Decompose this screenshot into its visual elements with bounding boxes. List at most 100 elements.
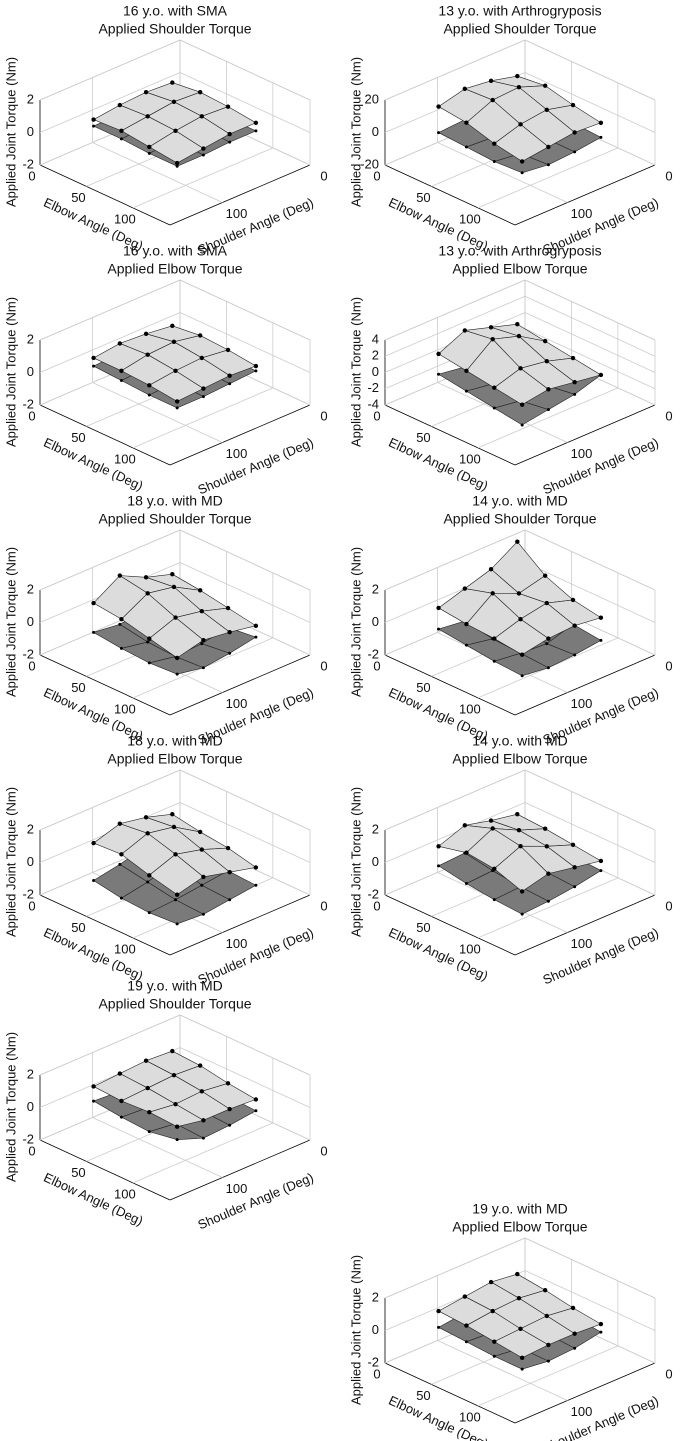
x-tick-label: 50 xyxy=(416,190,430,205)
data-point xyxy=(175,672,179,676)
data-point xyxy=(520,1367,524,1371)
grid-line xyxy=(92,1117,223,1178)
data-point xyxy=(520,674,524,678)
data-point xyxy=(518,1326,523,1331)
data-point xyxy=(515,73,520,79)
data-point xyxy=(119,616,124,622)
z-tick-label: -2 xyxy=(22,156,34,171)
data-point xyxy=(492,659,496,663)
data-point xyxy=(599,1330,603,1334)
data-point xyxy=(200,883,204,887)
grid-line xyxy=(39,279,181,341)
data-point xyxy=(515,539,520,544)
data-point xyxy=(147,1109,152,1115)
data-point xyxy=(598,615,604,620)
z-tick-label: -4 xyxy=(367,396,379,411)
y-tick-label: 0 xyxy=(665,168,672,183)
data-point xyxy=(119,379,123,383)
data-point xyxy=(91,355,96,361)
z-tick-label: -2 xyxy=(367,1354,379,1369)
data-point xyxy=(570,597,576,603)
data-point xyxy=(516,333,522,339)
data-point xyxy=(488,325,494,330)
data-point xyxy=(147,911,151,915)
chart-title: 14 y.o. with MD xyxy=(472,493,567,509)
y-tick-label: 100 xyxy=(226,206,248,221)
chart-subtitle: Applied Shoulder Torque xyxy=(443,511,596,527)
x-tick-label: 50 xyxy=(416,680,430,695)
data-point xyxy=(490,826,495,831)
axis-line xyxy=(514,1362,656,1424)
grid-line xyxy=(524,295,656,357)
data-point xyxy=(518,843,523,849)
chart-title: 18 y.o. with MD xyxy=(127,733,222,749)
y-axis-label: Shoulder Angle (Deg) xyxy=(540,925,660,988)
z-axis-label: Applied Joint Torque (Nm) xyxy=(3,547,18,697)
data-point xyxy=(199,608,204,614)
data-point xyxy=(117,341,123,346)
grid-line xyxy=(132,147,274,209)
data-point xyxy=(488,78,494,84)
x-tick-label: 100 xyxy=(114,211,136,226)
data-point xyxy=(490,1308,495,1314)
data-point xyxy=(171,1072,177,1078)
data-point xyxy=(91,840,96,846)
data-point xyxy=(171,99,177,105)
chart-subtitle: Applied Elbow Torque xyxy=(107,261,242,277)
x-tick-label: 50 xyxy=(71,1165,85,1180)
axis-line xyxy=(384,164,516,226)
chart-subtitle: Applied Elbow Torque xyxy=(452,751,587,767)
data-point xyxy=(147,873,152,878)
grid-line xyxy=(477,387,619,449)
data-point xyxy=(492,636,497,641)
data-point xyxy=(573,150,577,154)
z-tick-label: -2 xyxy=(367,380,379,395)
z-tick-label: 2 xyxy=(27,1066,34,1081)
grid-line xyxy=(179,1047,311,1108)
grid-line xyxy=(524,312,656,373)
data-point xyxy=(492,898,496,902)
data-point xyxy=(173,615,178,620)
data-point xyxy=(437,372,441,376)
grid-line xyxy=(384,529,526,591)
data-point xyxy=(173,368,178,373)
data-point xyxy=(572,1331,577,1336)
data-point xyxy=(199,114,204,119)
data-point xyxy=(197,89,203,95)
data-point xyxy=(572,865,577,870)
grid-line xyxy=(39,1014,181,1076)
data-point xyxy=(570,1305,576,1311)
y-tick-label: 0 xyxy=(665,658,672,673)
data-point xyxy=(201,912,205,916)
data-point xyxy=(515,1271,520,1277)
z-tick-label: 0 xyxy=(27,1099,34,1114)
x-tick-label: 0 xyxy=(373,408,380,423)
x-tick-label: 100 xyxy=(459,941,481,956)
grid-line xyxy=(179,312,311,373)
data-point xyxy=(490,97,495,103)
data-point xyxy=(464,1340,468,1344)
grid-line xyxy=(179,529,311,591)
data-point xyxy=(598,858,604,864)
data-point xyxy=(599,135,603,139)
y-tick-label: 100 xyxy=(571,446,593,461)
data-point xyxy=(572,130,577,135)
y-axis-label: Shoulder Angle (Deg) xyxy=(540,1393,660,1441)
z-tick-label: -2 xyxy=(22,1131,34,1146)
axis-line xyxy=(384,404,516,466)
chart-subtitle: Applied Elbow Torque xyxy=(107,751,242,767)
x-tick-label: 50 xyxy=(71,920,85,935)
data-point xyxy=(464,621,469,627)
z-axis-label: Applied Joint Torque (Nm) xyxy=(348,787,363,937)
grid-line xyxy=(437,1340,568,1401)
x-tick-label: 50 xyxy=(416,430,430,445)
data-point xyxy=(546,144,551,150)
grid-line xyxy=(39,312,181,373)
axis-line xyxy=(39,1139,171,1201)
data-point xyxy=(201,146,206,151)
axis-line xyxy=(169,164,311,226)
z-tick-label: 2 xyxy=(27,331,34,346)
data-point xyxy=(464,882,468,886)
grid-line xyxy=(524,1237,656,1299)
